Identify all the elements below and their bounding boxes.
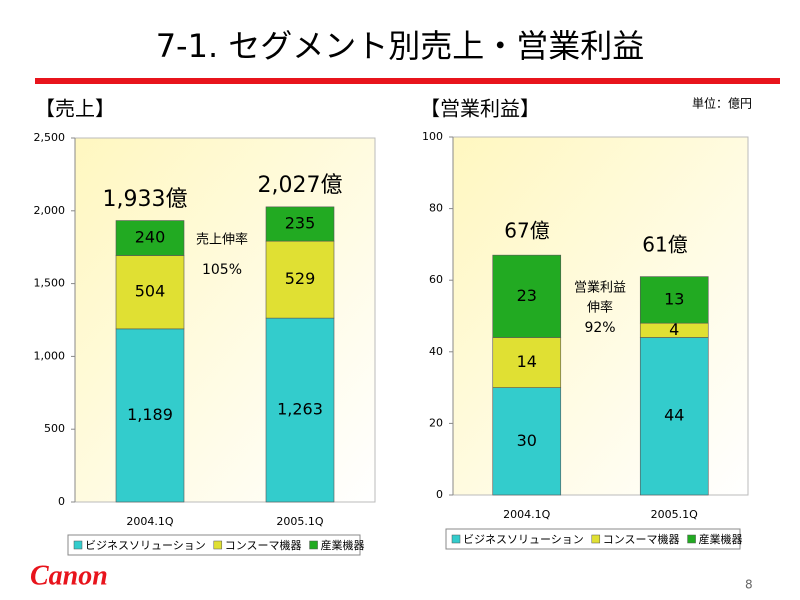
data-label: 44 [664,406,684,425]
legend-label: コンスーマ機器 [603,532,680,546]
bar-segment [639,337,709,496]
bar-segment [492,254,562,338]
y-tick-label: 60 [429,273,443,286]
unit-label: 単位：億円 [692,96,752,111]
y-tick-label: 2,000 [34,204,66,217]
x-tick-label: 2005.1Q [276,515,323,528]
data-label: 240 [135,228,166,247]
legend-swatch [591,534,601,544]
legend-swatch [213,540,223,550]
legend-swatch [451,534,461,544]
x-tick-label: 2004.1Q [126,515,173,528]
data-label: 1,263 [277,400,323,419]
legend-label: ビジネスソリューション [85,539,206,552]
bar-segment [115,220,185,256]
bar-segment [492,387,562,496]
legend-swatch [687,534,696,544]
y-tick-label: 1,500 [34,277,66,290]
data-label: 1,189 [127,405,173,424]
bar-segment [115,255,185,330]
bar-segment [265,206,335,242]
legend-label: 産業機器 [321,538,365,552]
bar-segment [265,240,335,319]
y-tick-label: 1,000 [34,349,66,362]
y-tick-label: 2,500 [34,131,66,144]
annotation: 1,933億 [103,187,188,212]
annotation: 92% [584,320,615,336]
annotation: 売上伸率 [196,232,248,248]
y-tick-label: 500 [44,422,65,435]
annotation: 営業利益 [574,280,626,296]
bar-segment [492,337,562,388]
slide-title: 7-1. セグメント別売上・営業利益 [156,27,645,65]
y-tick-label: 20 [429,416,443,429]
page-number: 8 [745,578,753,592]
legend-swatch [73,540,83,550]
y-tick-label: 100 [422,130,443,143]
data-label: 13 [664,289,684,308]
annotation: 61億 [642,233,687,257]
data-label: 235 [285,213,316,232]
annotation: 伸率 [587,300,613,316]
bar-segment [115,328,185,503]
logo: Canon [30,560,108,591]
y-tick-label: 0 [58,495,65,508]
title-rule [35,78,780,84]
bar-segment [265,317,335,503]
annotation: 105% [202,262,242,278]
x-tick-label: 2005.1Q [651,508,698,521]
legend-label: ビジネスソリューション [463,533,584,546]
x-tick-label: 2004.1Q [503,508,550,521]
annotation: 2,027億 [258,173,343,198]
annotation: 67億 [504,219,549,243]
chart-title: 【営業利益】 [420,97,540,121]
legend-label: 産業機器 [699,532,743,546]
y-tick-label: 0 [436,488,443,501]
data-label: 14 [517,352,537,371]
data-label: 529 [285,269,316,288]
legend-swatch [309,540,318,550]
chart-title: 【売上】 [35,97,115,121]
data-label: 30 [517,431,537,450]
data-label: 504 [135,282,166,301]
y-tick-label: 80 [429,202,443,215]
y-tick-label: 40 [429,345,443,358]
data-label: 4 [669,320,679,339]
legend-label: コンスーマ機器 [225,538,302,552]
data-label: 23 [517,286,537,305]
bar-segment [639,276,709,324]
